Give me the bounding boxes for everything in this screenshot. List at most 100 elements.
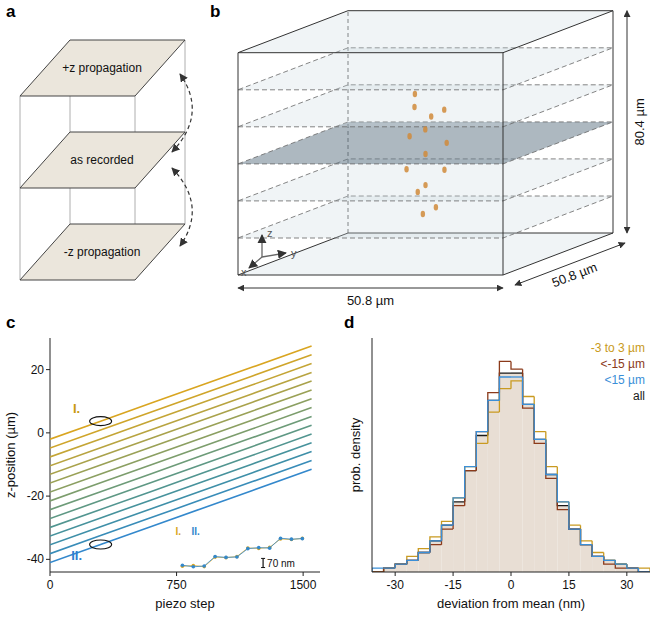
particle	[412, 104, 416, 110]
histogram-step	[418, 553, 430, 561]
histogram-step	[592, 541, 604, 553]
histogram-step	[476, 436, 488, 471]
x-tick	[453, 572, 454, 576]
histogram-step	[511, 381, 523, 389]
plane	[20, 132, 185, 188]
histogram-step	[592, 545, 604, 557]
inset-point	[279, 537, 283, 541]
y-axis-title: z-position (µm)	[3, 412, 18, 498]
histogram-step	[430, 541, 442, 553]
z-trace	[50, 381, 312, 474]
axis-arrow	[261, 235, 262, 257]
histogram-step	[581, 529, 593, 545]
y-axis	[50, 338, 51, 572]
histogram-step	[476, 432, 488, 471]
particle	[423, 182, 427, 188]
box-edge	[613, 11, 614, 233]
histogram-step	[442, 529, 454, 545]
histogram-step	[581, 529, 593, 545]
z-trace	[50, 425, 312, 518]
histogram-bar	[615, 564, 627, 572]
dimension-line	[238, 288, 503, 289]
scale-bar	[262, 558, 263, 567]
z-trace	[50, 408, 312, 501]
x-tick-label: 15	[562, 578, 576, 592]
histogram-step	[523, 377, 535, 404]
slice-plane	[238, 159, 613, 201]
y-tick	[46, 369, 50, 370]
histogram-step	[581, 525, 593, 541]
axis-arrow	[262, 253, 286, 257]
inset: I.II.70 nm	[172, 525, 314, 569]
inset-point	[213, 555, 217, 559]
plane-label: as recorded	[70, 153, 133, 167]
inset-label: I.	[176, 526, 182, 537]
scale-bar-cap	[261, 558, 265, 559]
x-axis	[50, 572, 320, 573]
z-trace	[50, 443, 312, 536]
z-trace	[50, 355, 312, 448]
histogram-step	[638, 568, 650, 572]
inset-point	[235, 555, 239, 559]
histogram-step	[499, 373, 511, 400]
particle	[445, 140, 449, 146]
histogram-step	[407, 560, 419, 564]
histogram-step	[569, 510, 581, 529]
inset-point	[268, 546, 272, 550]
histogram-step	[488, 393, 500, 432]
histogram-bar	[523, 404, 535, 572]
histogram-step	[407, 560, 419, 564]
histogram-bar	[430, 541, 442, 572]
particle	[423, 126, 427, 132]
z-trace	[50, 399, 312, 492]
histogram-step	[604, 553, 616, 561]
axis-label: y	[291, 247, 297, 259]
histogram-step	[384, 568, 396, 572]
x-tick	[395, 572, 396, 576]
axis-label: z	[267, 227, 273, 239]
histogram-step	[384, 567, 396, 568]
histogram-step	[534, 404, 546, 439]
inset-point	[246, 547, 250, 551]
z-trace	[50, 390, 312, 483]
histogram-step	[395, 564, 407, 568]
y-tick	[46, 559, 50, 560]
x-tick-label: 750	[167, 578, 187, 592]
histogram-step	[615, 560, 627, 564]
histogram-step	[627, 564, 639, 568]
histogram-step	[546, 439, 558, 474]
inset-point	[279, 536, 283, 540]
y-tick-label: -20	[27, 489, 45, 503]
histogram-bar	[546, 475, 558, 573]
histogram-step	[430, 541, 442, 553]
histogram-step	[465, 471, 477, 506]
inset-point	[257, 546, 261, 550]
x-tick-label: 30	[620, 578, 634, 592]
histogram-step	[453, 506, 465, 529]
inset-point	[213, 555, 217, 559]
y-axis	[372, 338, 373, 572]
histogram-step	[557, 478, 569, 509]
x-axis-title: piezo step	[155, 596, 214, 611]
figure: a+z propagationas recorded-z propagation…	[0, 0, 661, 622]
x-tick-label: -15	[444, 578, 462, 592]
histogram-bar	[395, 564, 407, 572]
annotation-ellipse	[90, 540, 112, 549]
histogram-step	[453, 498, 465, 521]
histogram-step	[430, 545, 442, 553]
histogram-step	[638, 568, 650, 572]
histogram-step	[430, 537, 442, 549]
x-tick	[303, 572, 304, 576]
annotation-ellipse	[90, 417, 112, 426]
histogram-step	[488, 400, 500, 435]
histogram-step	[442, 525, 454, 541]
histogram-step	[592, 545, 604, 557]
inset-point	[268, 546, 272, 550]
z-trace	[50, 364, 312, 457]
panel-d: d-30-1501530deviation from mean (nm)prob…	[344, 313, 650, 611]
z-trace	[50, 373, 312, 466]
panel-letter: a	[6, 2, 16, 21]
inset-point	[257, 547, 261, 551]
box-edge	[238, 53, 239, 275]
histogram-step	[627, 564, 639, 568]
